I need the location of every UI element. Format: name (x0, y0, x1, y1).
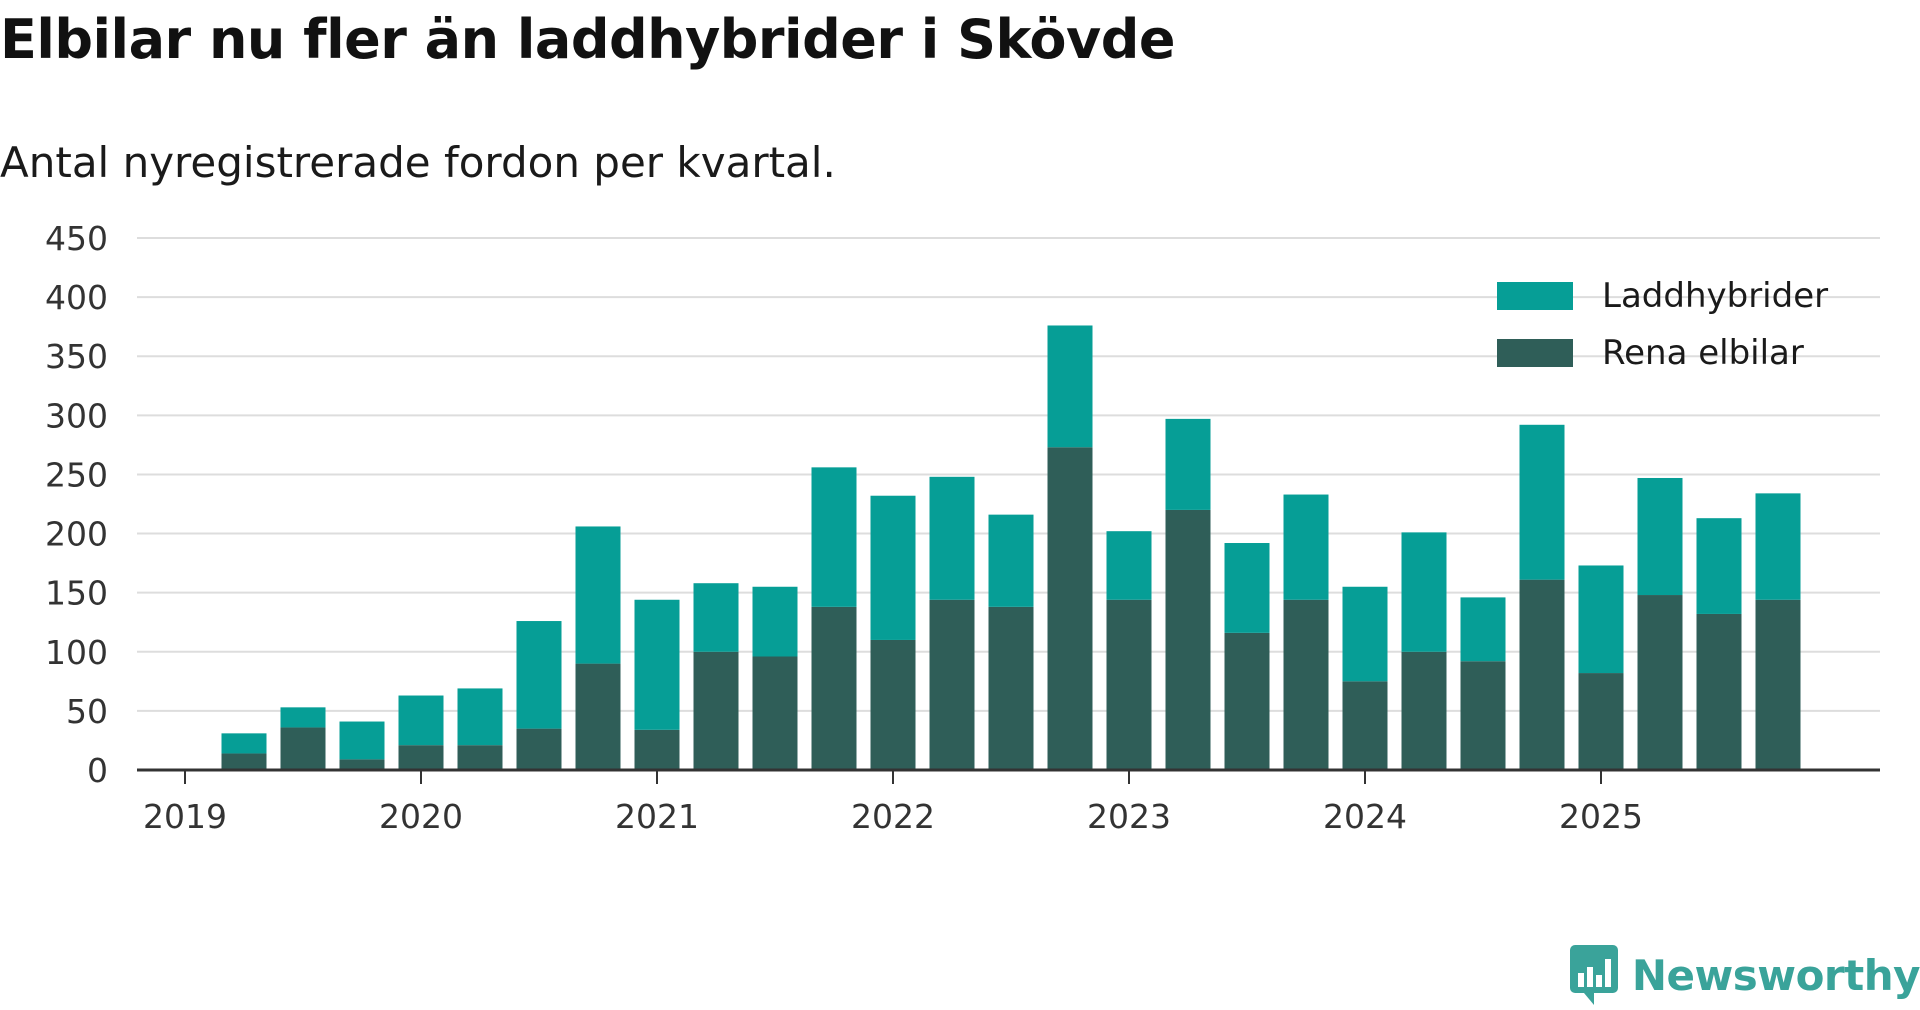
bar-rena-elbilar (221, 753, 267, 770)
bar-laddhybrider (516, 621, 562, 729)
y-tick-label: 150 (45, 574, 108, 613)
bar-laddhybrider (1637, 477, 1683, 596)
bar-laddhybrider (988, 514, 1034, 607)
bar-rena-elbilar (1224, 632, 1270, 770)
x-tick-label: 2021 (615, 797, 699, 836)
y-tick-label: 50 (66, 692, 108, 731)
bars (221, 325, 1801, 770)
y-tick-label: 350 (45, 337, 108, 376)
bar-laddhybrider (398, 695, 444, 746)
bar-rena-elbilar (1401, 651, 1447, 770)
bar-laddhybrider (1460, 597, 1506, 662)
newsworthy-logo: Newsworthy (1569, 940, 1920, 1010)
bar-laddhybrider (1696, 518, 1742, 614)
bar-laddhybrider (929, 476, 975, 600)
bar-rena-elbilar (1106, 599, 1152, 770)
bar-laddhybrider (457, 688, 503, 746)
legend-swatch (1497, 339, 1573, 367)
bar-laddhybrider (1224, 543, 1270, 633)
bar-rena-elbilar (457, 745, 503, 770)
bar-rena-elbilar (929, 599, 975, 770)
bar-rena-elbilar (1165, 509, 1211, 770)
bar-laddhybrider (870, 495, 916, 640)
legend-label: Rena elbilar (1602, 333, 1804, 373)
bar-rena-elbilar (398, 745, 444, 770)
bar-rena-elbilar (516, 728, 562, 770)
chart-subtitle: Antal nyregistrerade fordon per kvartal. (0, 138, 836, 187)
bar-laddhybrider (1106, 531, 1152, 600)
bar-rena-elbilar (280, 727, 326, 770)
bar-rena-elbilar (1342, 681, 1388, 770)
bar-rena-elbilar (339, 759, 385, 770)
y-tick-label: 100 (45, 633, 108, 672)
brand-name: Newsworthy (1631, 950, 1920, 1000)
bar-laddhybrider (811, 467, 857, 607)
bar-rena-elbilar (1283, 599, 1329, 770)
bar-laddhybrider (339, 721, 385, 760)
bar-laddhybrider (1519, 424, 1565, 580)
bar-laddhybrider (575, 526, 621, 664)
bar-rena-elbilar (1755, 599, 1801, 770)
y-tick-label: 400 (45, 278, 108, 317)
bar-rena-elbilar (988, 606, 1034, 770)
bar-rena-elbilar (1460, 661, 1506, 770)
x-tick-label: 2020 (379, 797, 463, 836)
bar-rena-elbilar (1637, 595, 1683, 770)
bar-laddhybrider (1342, 586, 1388, 682)
x-tick-label: 2024 (1323, 797, 1407, 836)
x-tick-label: 2023 (1087, 797, 1171, 836)
bar-rena-elbilar (752, 656, 798, 770)
x-tick-label: 2025 (1559, 797, 1643, 836)
legend: Laddhybrider Rena elbilar (1497, 276, 1828, 373)
y-tick-label: 0 (87, 751, 108, 790)
bar-rena-elbilar (1696, 613, 1742, 770)
y-tick-label: 200 (45, 515, 108, 554)
legend-swatch (1497, 282, 1573, 310)
bar-rena-elbilar (1519, 579, 1565, 770)
bar-laddhybrider (280, 707, 326, 728)
bar-laddhybrider (221, 733, 267, 754)
bar-laddhybrider (1755, 493, 1801, 600)
bar-rena-elbilar (693, 651, 739, 770)
bar-laddhybrider (1047, 325, 1093, 448)
bar-laddhybrider (752, 586, 798, 657)
bar-rena-elbilar (1578, 673, 1624, 770)
bar-laddhybrider (1165, 418, 1211, 510)
y-tick-label: 250 (45, 455, 108, 494)
bar-rena-elbilar (575, 663, 621, 770)
bar-rena-elbilar (1047, 447, 1093, 770)
bar-rena-elbilar (634, 729, 680, 770)
bar-laddhybrider (634, 599, 680, 730)
x-tick-label: 2019 (143, 797, 227, 836)
chart-title: Elbilar nu fler än laddhybrider i Skövde (0, 8, 1176, 71)
bar-laddhybrider (1578, 565, 1624, 674)
bar-laddhybrider (693, 583, 739, 652)
axes: 0 50 100 150 200 250 300 350 400 450 2019 2020 2021 2… (45, 219, 1880, 836)
newsworthy-logo-icon (1569, 945, 1618, 1005)
y-tick-label: 450 (45, 219, 108, 258)
bar-rena-elbilar (811, 606, 857, 770)
legend-label: Laddhybrider (1602, 276, 1828, 316)
y-tick-label: 300 (45, 396, 108, 435)
bar-laddhybrider (1401, 532, 1447, 652)
bar-laddhybrider (1283, 494, 1329, 600)
bar-rena-elbilar (870, 639, 916, 770)
x-tick-label: 2022 (851, 797, 935, 836)
